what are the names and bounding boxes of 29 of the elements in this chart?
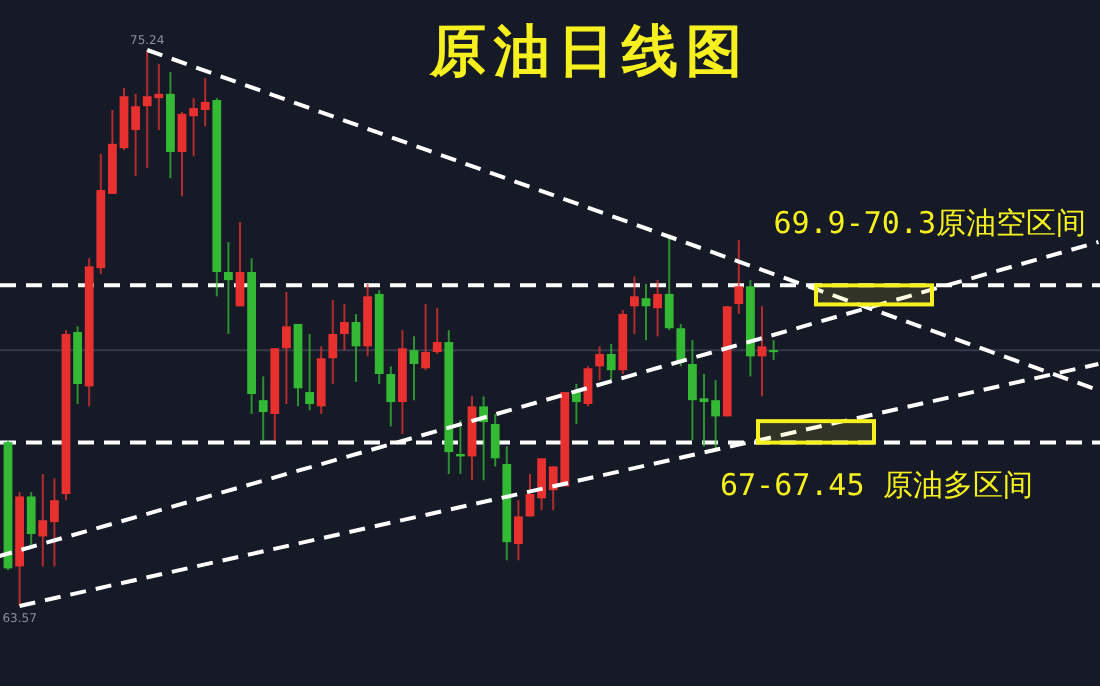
candlestick — [676, 322, 686, 368]
candlestick — [630, 275, 639, 335]
candlestick — [258, 375, 268, 442]
candlestick — [595, 345, 604, 382]
candlestick — [734, 239, 744, 315]
band-label: 69.9-70.3原油空区间 — [773, 205, 1086, 242]
candlestick — [757, 305, 767, 398]
candlestick — [664, 235, 674, 332]
candlestick — [235, 220, 245, 308]
candlestick — [606, 342, 616, 382]
candlestick — [490, 413, 500, 468]
candlestick — [514, 499, 523, 562]
candlestick — [26, 491, 36, 548]
candlestick — [386, 365, 396, 428]
candlestick — [421, 302, 430, 372]
candlestick — [282, 291, 291, 405]
candlestick — [432, 307, 442, 355]
band-label: 67-67.45 原油多区间 — [720, 466, 1033, 503]
candlestick — [340, 302, 349, 352]
candlestick — [224, 241, 233, 335]
candlestick — [351, 312, 361, 384]
candlestick — [572, 382, 581, 425]
candlestick — [328, 299, 338, 385]
candlestick — [305, 332, 314, 412]
candlestick — [653, 279, 662, 338]
chart-title: 原油日线图 — [428, 18, 750, 84]
candlestick — [769, 339, 778, 362]
candlestick — [641, 282, 651, 342]
candlestick — [409, 335, 419, 402]
